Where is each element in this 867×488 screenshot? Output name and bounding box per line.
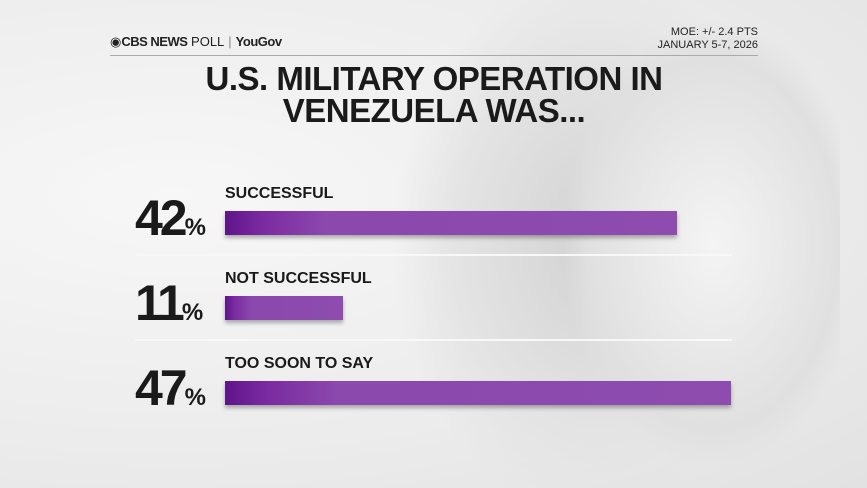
- partner-logo: YouGov: [235, 34, 282, 49]
- value-label: 47%: [135, 361, 206, 425]
- row-divider: [135, 339, 732, 341]
- percent-sign: %: [184, 384, 206, 411]
- percent-sign: %: [181, 299, 204, 326]
- chart-title: U.S. MILITARY OPERATION IN VENEZUELA WAS…: [205, 60, 663, 129]
- poll-meta: MOE: +/- 2.4 PTS JANUARY 5-7, 2026: [658, 26, 758, 52]
- category-label: NOT SUCCESSFUL: [225, 270, 372, 287]
- poll-dates: JANUARY 5-7, 2026: [657, 39, 758, 51]
- bar: [225, 211, 678, 235]
- value-number: 47: [135, 360, 188, 416]
- cbs-eye-icon: ◉: [110, 34, 122, 49]
- category-label: TOO SOON TO SAY: [225, 355, 374, 372]
- value-label: 11%: [135, 276, 203, 340]
- background-swoosh-highlight: [420, 0, 840, 488]
- row-divider: [135, 254, 732, 256]
- value-number: 11: [135, 275, 185, 331]
- brand-suffix: POLL: [191, 34, 225, 49]
- bar: [225, 381, 731, 405]
- header-divider: [110, 55, 758, 56]
- logo: ◉CBS NEWS POLL | YouGov: [110, 34, 282, 49]
- value-number: 42: [135, 190, 188, 246]
- percent-sign: %: [184, 214, 206, 241]
- brand: CBS NEWS: [121, 34, 188, 49]
- value-label: 42%: [135, 191, 206, 255]
- bar: [225, 296, 344, 320]
- moe: MOE: +/- 2.4 PTS: [670, 26, 758, 38]
- category-label: SUCCESSFUL: [225, 185, 334, 202]
